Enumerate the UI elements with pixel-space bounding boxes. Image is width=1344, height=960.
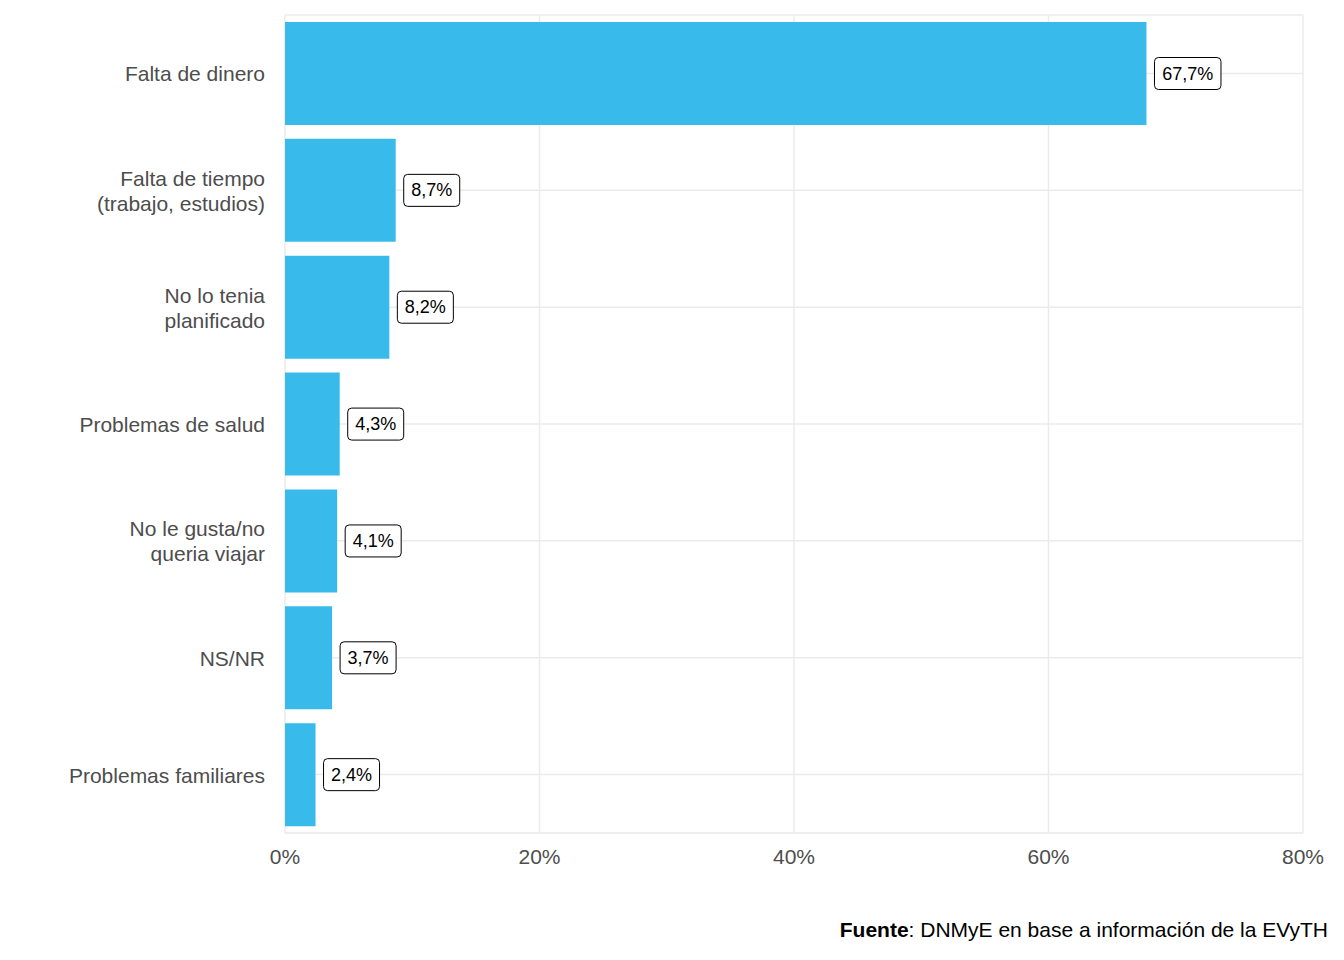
svg-text:No lo teniaplanificado: No lo teniaplanificado — [165, 283, 266, 331]
svg-text:2,4%: 2,4% — [331, 765, 372, 785]
svg-text:3,7%: 3,7% — [348, 648, 389, 668]
svg-text:4,1%: 4,1% — [353, 531, 394, 551]
svg-text:Falta de tiempo(trabajo, estud: Falta de tiempo(trabajo, estudios) — [97, 166, 265, 214]
svg-text:NS/NR: NS/NR — [200, 646, 265, 669]
svg-text:8,7%: 8,7% — [411, 180, 452, 200]
html-text:Fuente: DNMyE en base a inform: Fuente: DNMyE en base a información de l… — [839, 918, 1328, 941]
svg-text:60%: 60% — [1027, 845, 1069, 868]
svg-text:40%: 40% — [773, 845, 815, 868]
svg-text:0%: 0% — [270, 845, 300, 868]
svg-text:No le gusta/noqueria viajar: No le gusta/noqueria viajar — [130, 517, 265, 565]
svg-text:8,2%: 8,2% — [405, 297, 446, 317]
svg-text:80%: 80% — [1282, 845, 1324, 868]
svg-text:Falta de dinero: Falta de dinero — [125, 62, 265, 85]
svg-text:4,3%: 4,3% — [355, 414, 396, 434]
svg-text:67,7%: 67,7% — [1162, 64, 1213, 84]
svg-text:Problemas de salud: Problemas de salud — [79, 413, 265, 436]
svg-text:Problemas familiares: Problemas familiares — [69, 763, 265, 786]
svg-text:20%: 20% — [518, 845, 560, 868]
